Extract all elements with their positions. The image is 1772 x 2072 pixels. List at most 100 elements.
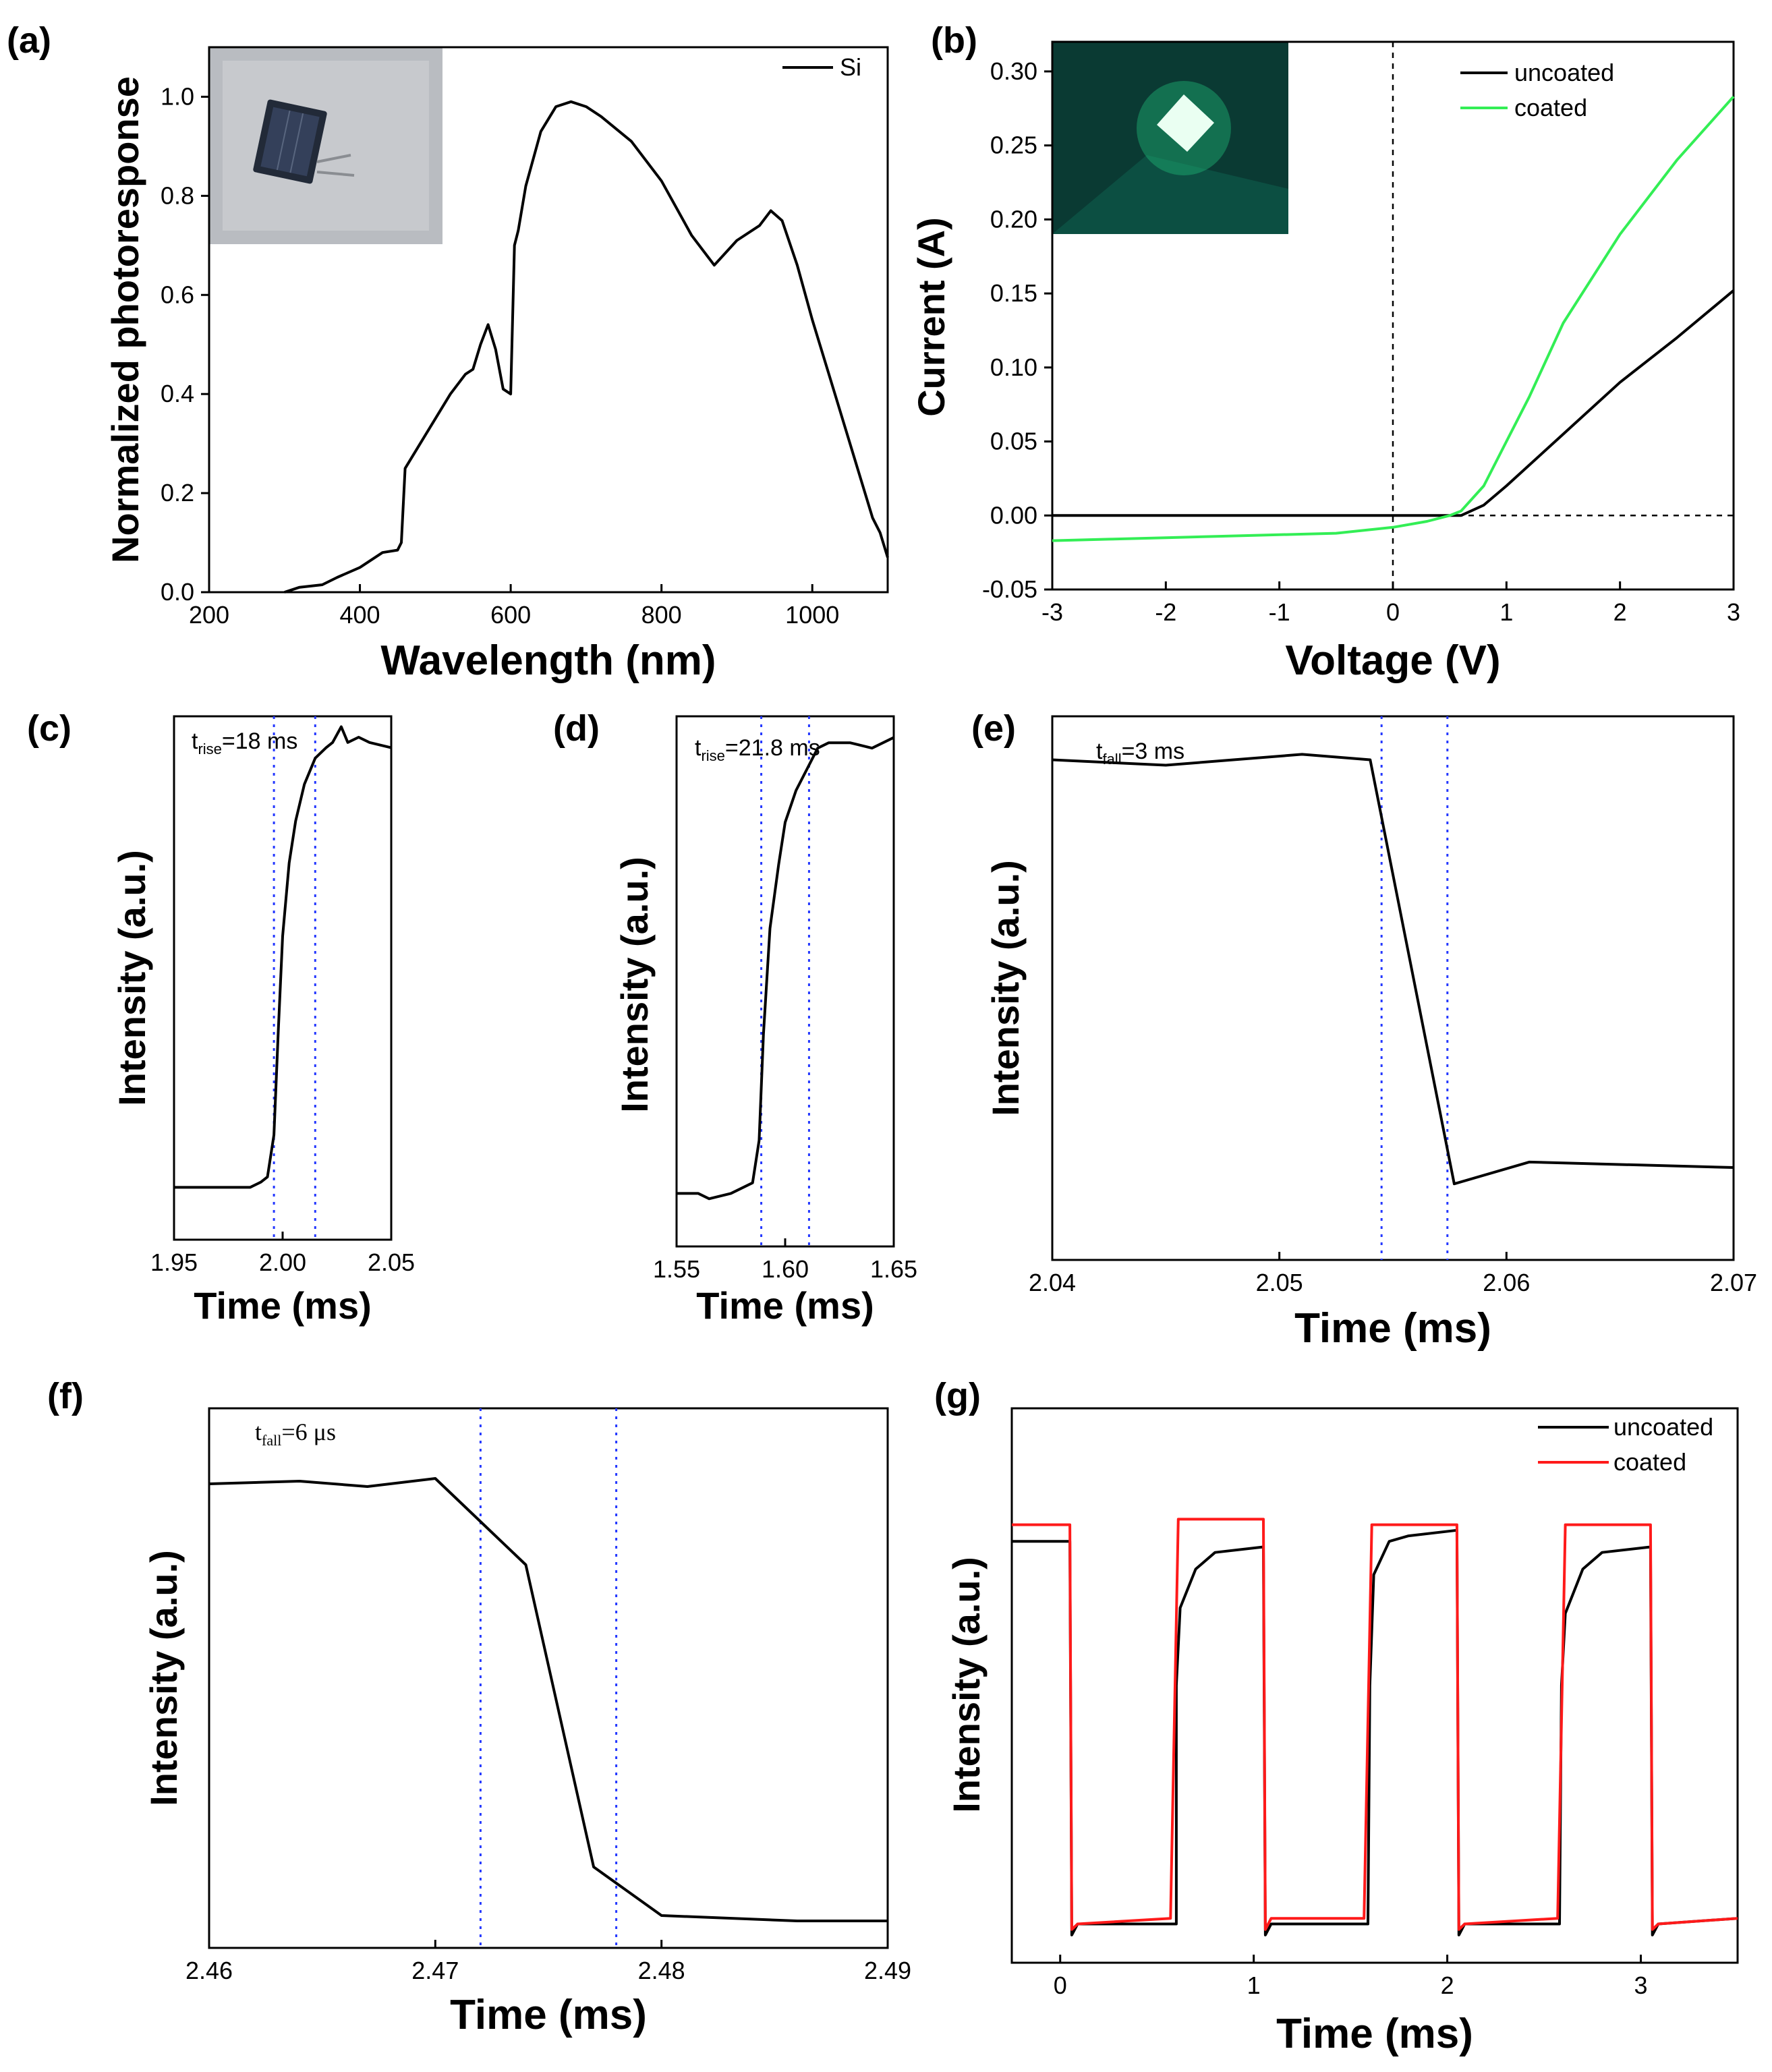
x-tick-label: 1.60 <box>762 1255 809 1283</box>
panel-b-xlabel: Voltage (V) <box>1285 637 1500 684</box>
si-chip-lead <box>316 154 351 163</box>
si-chip-icon <box>253 99 327 184</box>
y-tick-label: 0.20 <box>990 205 1037 233</box>
panel-a-legend-si: Si <box>840 53 861 81</box>
x-tick-label: -2 <box>1155 598 1176 626</box>
panel-c-axes-frame <box>173 715 393 1241</box>
y-tick-label: 0.8 <box>161 181 194 209</box>
panel-b-series-coated <box>1052 95 1735 542</box>
x-tick-label: 2.47 <box>411 1957 459 1984</box>
x-tick-label: 0 <box>1054 1972 1067 1999</box>
x-tick-label: 2.46 <box>185 1957 233 1984</box>
panel-d-label: (d) <box>553 708 600 749</box>
panel-f: (f) 2.46 2.47 2.48 2.49 tfall=6 μs Time (ms… <box>47 1376 911 2038</box>
x-tick-label: 200 <box>189 601 229 629</box>
inset-surface <box>223 61 429 231</box>
panel-f-label: (f) <box>47 1376 84 1416</box>
panel-d-annotation: trise=21.8 ms <box>695 735 820 764</box>
panel-a-xlabel: Wavelength (nm) <box>380 637 716 684</box>
x-tick-label: 1.95 <box>150 1248 198 1276</box>
panel-g-ticks: 0 1 2 3 <box>1054 1955 1648 1999</box>
x-tick-label: 0 <box>1386 598 1400 626</box>
y-tick-label: -0.05 <box>982 575 1037 603</box>
x-tick-label: 1.55 <box>653 1255 700 1283</box>
panel-d: (d) 1.55 1.60 1.65 trise=21.8 ms Time (ms)… <box>553 708 917 1327</box>
y-tick-label: 0.30 <box>990 57 1037 85</box>
si-chip-lead <box>316 171 355 177</box>
x-tick-label: 2.04 <box>1029 1269 1076 1296</box>
x-tick-label: 2.07 <box>1710 1269 1757 1296</box>
panel-a-ticks: 200 400 600 800 1000 0.0 0.2 0.4 0.6 0.8 1.0 <box>161 82 839 629</box>
panel-f-xlabel: Time (ms) <box>450 1992 647 2038</box>
x-tick-label: 2.49 <box>864 1957 911 1984</box>
panel-a: (a) 200 400 600 800 1000 0.0 0.2 0.4 0.6 0.8 1.0 S… <box>7 20 889 684</box>
y-tick-label: 0.10 <box>990 353 1037 381</box>
panel-g-ylabel: Intensity (a.u.) <box>945 1557 988 1813</box>
x-tick-label: 600 <box>490 601 531 629</box>
panel-a-axes-frame <box>208 46 889 594</box>
panel-b-legend-uncoated: uncoated <box>1514 59 1614 86</box>
panel-c-xlabel: Time (ms) <box>194 1284 371 1327</box>
panel-g-xlabel: Time (ms) <box>1276 2011 1473 2057</box>
panel-c-series <box>174 725 392 1189</box>
y-tick-label: 0.25 <box>990 132 1037 159</box>
x-tick-label: 2.06 <box>1483 1269 1530 1296</box>
panel-f-series <box>208 1477 888 1922</box>
panel-f-axes-frame <box>208 1407 889 1949</box>
panel-g: (g) 0 1 2 3 uncoated coated Time (ms) Inten… <box>934 1376 1739 2057</box>
panel-b-inset-photo <box>1052 42 1288 234</box>
x-tick-label: 1 <box>1499 598 1513 626</box>
panel-d-axes-frame <box>675 715 895 1248</box>
x-tick-label: 1 <box>1247 1972 1261 1999</box>
panel-e-xlabel: Time (ms) <box>1294 1305 1491 1352</box>
panel-f-ylabel: Intensity (a.u.) <box>142 1550 185 1806</box>
x-tick-label: 1.65 <box>870 1255 917 1283</box>
x-tick-label: 2.05 <box>1256 1269 1303 1296</box>
x-tick-label: 3 <box>1727 598 1740 626</box>
panel-g-label: (g) <box>934 1376 981 1416</box>
panel-g-series-coated <box>1012 1518 1738 1931</box>
panel-c-label: (c) <box>27 708 72 749</box>
panel-a-series-si <box>284 100 889 594</box>
panel-d-ylabel: Intensity (a.u.) <box>613 857 656 1113</box>
panel-a-inset-photo <box>209 47 442 244</box>
panel-b-ticks: -3 -2 -1 0 1 2 3 -0.05 0.00 0.05 0.10 0.15 0.20 0.25 0… <box>982 57 1740 626</box>
panel-d-series <box>677 736 894 1201</box>
green-led-chip-icon <box>1157 94 1214 152</box>
y-tick-label: 0.15 <box>990 279 1037 307</box>
x-tick-label: 2.05 <box>368 1248 415 1276</box>
panel-f-ticks: 2.46 2.47 2.48 2.49 <box>185 1940 911 1984</box>
panel-c: (c) 1.95 2.00 2.05 trise=18 ms Time (ms) I… <box>27 708 415 1327</box>
panel-g-axes-frame <box>1010 1407 1739 1964</box>
x-tick-label: 2.48 <box>638 1957 685 1984</box>
panel-b-legend-coated: coated <box>1514 94 1587 121</box>
x-tick-label: 3 <box>1634 1972 1648 1999</box>
panel-d-ticks: 1.55 1.60 1.65 <box>653 1238 917 1283</box>
y-tick-label: 0.2 <box>161 479 194 507</box>
x-tick-label: 2.00 <box>259 1248 306 1276</box>
x-tick-label: 1000 <box>785 601 839 629</box>
panel-e-ylabel: Intensity (a.u.) <box>984 860 1027 1116</box>
panel-b-label: (b) <box>931 20 977 61</box>
panel-g-legend-uncoated: uncoated <box>1613 1413 1713 1441</box>
y-tick-label: 0.4 <box>161 380 194 407</box>
panel-e-series <box>1052 753 1734 1186</box>
panel-b: (b) -3 -2 -1 0 1 2 3 -0.05 0.00 0.05 0.10 0.15 0.20 0… <box>910 20 1740 684</box>
y-tick-label: 0.05 <box>990 428 1037 455</box>
x-tick-label: 2 <box>1613 598 1627 626</box>
panel-e-annotation: tfall=3 ms <box>1096 739 1184 768</box>
x-tick-label: 800 <box>641 601 682 629</box>
x-tick-label: -3 <box>1041 598 1063 626</box>
x-tick-label: 2 <box>1441 1972 1454 1999</box>
panel-c-ylabel: Intensity (a.u.) <box>111 850 153 1106</box>
panel-b-ylabel: Current (A) <box>910 217 952 417</box>
y-tick-label: 0.0 <box>161 578 194 606</box>
inset-glow-floor <box>1052 155 1288 234</box>
panel-e-ticks: 2.04 2.05 2.06 2.07 <box>1029 1252 1757 1296</box>
y-tick-label: 0.00 <box>990 501 1037 529</box>
panel-c-ticks: 1.95 2.00 2.05 <box>150 1232 415 1276</box>
panel-g-series-uncoated <box>1012 1528 1738 1936</box>
panel-b-series-uncoated <box>1052 289 1735 517</box>
x-tick-label: 400 <box>340 601 380 629</box>
